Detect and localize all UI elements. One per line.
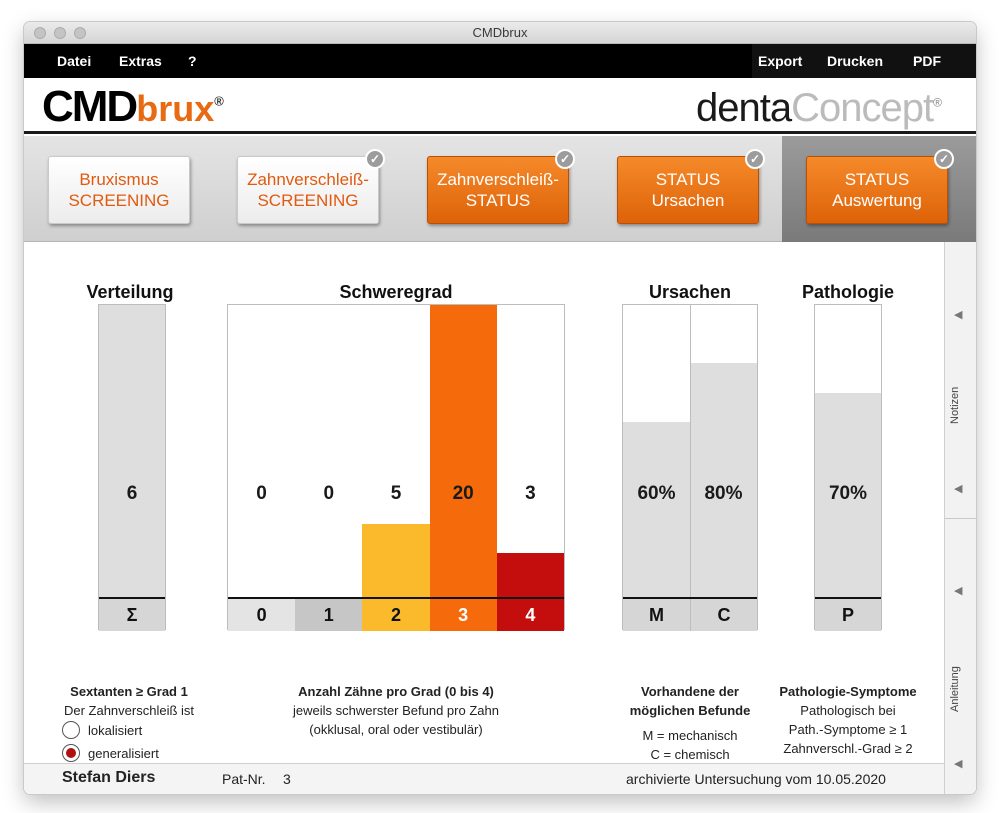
title-bar: CMDbrux: [24, 22, 976, 44]
export-button[interactable]: Export: [758, 53, 803, 69]
data-label: 6: [126, 483, 138, 504]
arrow-left-icon[interactable]: ◀: [954, 758, 963, 770]
tab-anleitung[interactable]: Anleitung: [949, 666, 961, 712]
chart-bar: [623, 422, 690, 597]
data-label: 70%: [828, 483, 868, 504]
check-icon: ✓: [745, 149, 765, 169]
ursachen-chart: 60% M 80% C: [622, 304, 758, 631]
arrow-left-icon[interactable]: ◀: [954, 483, 963, 495]
menu-bar: Datei Extras ? Export Drucken PDF: [24, 44, 976, 78]
patient-name: Stefan Diers: [62, 769, 156, 786]
data-label: 20: [452, 483, 474, 504]
data-label: 3: [525, 483, 536, 504]
menu-help[interactable]: ?: [188, 53, 197, 69]
dentaconcept-logo: dentaConcept®: [696, 86, 942, 130]
status-footer: Stefan Diers Pat-Nr. 3 archivierte Unter…: [24, 763, 944, 794]
category-label: M: [623, 599, 690, 631]
data-label: 0: [256, 483, 267, 504]
chart-bar: [362, 524, 430, 597]
check-icon: ✓: [555, 149, 575, 169]
module-tabs: Bruxismus SCREENING Zahnverschleiß- SCREEN…: [24, 136, 976, 242]
pdf-button[interactable]: PDF: [913, 53, 941, 69]
side-panel: ◀ Notizen ◀ ◀ Anleitung ◀: [944, 242, 976, 794]
tab-bruxismus-screening[interactable]: Bruxismus SCREENING: [48, 156, 190, 224]
tab-status-auswertung[interactable]: STATUS Auswertung ✓: [806, 149, 954, 224]
check-icon: ✓: [365, 149, 385, 169]
category-label: 3: [429, 599, 497, 631]
verteilung-title: Verteilung: [86, 282, 174, 302]
minimize-window-button[interactable]: [54, 27, 66, 39]
chart-bar: [496, 553, 564, 597]
pathologie-chart: 70% P: [814, 304, 882, 631]
cmdbrux-logo: CMDbrux®: [42, 82, 224, 131]
data-label: 60%: [637, 483, 676, 504]
category-label: 4: [496, 599, 564, 631]
ursachen-title: Ursachen: [648, 282, 732, 302]
menu-datei[interactable]: Datei: [57, 53, 92, 69]
category-label: 2: [362, 599, 430, 631]
menu-extras[interactable]: Extras: [119, 53, 162, 69]
evaluation-panel: Verteilung Schweregrad Ursachen Patholog…: [24, 242, 944, 762]
app-window: CMDbrux Datei Extras ? Export Drucken PD…: [24, 22, 976, 794]
print-button[interactable]: Drucken: [827, 53, 884, 69]
arrow-left-icon[interactable]: ◀: [954, 309, 963, 321]
category-label: 0: [228, 599, 296, 631]
arrow-left-icon[interactable]: ◀: [954, 585, 963, 597]
pathologie-title: Pathologie: [801, 282, 894, 302]
chart-bar: [690, 363, 757, 597]
data-label: 80%: [704, 483, 743, 504]
data-label: 0: [323, 483, 335, 504]
ursachen-caption: Vorhandene der möglichen Befunde M = mech…: [629, 684, 751, 762]
tab-zahnverschleiss-status[interactable]: Zahnverschleiß- STATUS ✓: [427, 149, 575, 224]
option-generalisiert[interactable]: generalisiert: [62, 744, 159, 762]
close-window-button[interactable]: [34, 27, 46, 39]
chart-bar: [99, 305, 165, 597]
tab-notizen[interactable]: Notizen: [949, 386, 961, 424]
zoom-window-button[interactable]: [74, 27, 86, 39]
data-label: 5: [390, 483, 402, 504]
logo-bar: CMDbrux® dentaConcept®: [24, 78, 976, 136]
window-title: CMDbrux: [472, 25, 528, 40]
pat-nr-value: 3: [283, 771, 291, 787]
category-label: C: [690, 599, 757, 631]
category-label: 1: [295, 599, 363, 631]
category-label: Σ: [99, 599, 165, 631]
schweregrad-title: Schweregrad: [339, 282, 453, 302]
radio-lokalisiert[interactable]: [62, 721, 80, 739]
chart-bar: [815, 393, 881, 597]
tab-status-ursachen[interactable]: STATUS Ursachen ✓: [617, 149, 765, 224]
check-icon: ✓: [934, 149, 954, 169]
tab-zahnverschleiss-screening[interactable]: Zahnverschleiß- SCREENING ✓: [237, 149, 385, 224]
chart-bar: [429, 305, 497, 597]
schweregrad-chart: 0 0 0 1 5 2 20 3 3 4: [227, 304, 565, 631]
verteilung-caption: Sextanten ≥ Grad 1 Der Zahnverschleiß ist: [63, 684, 195, 718]
option-lokalisiert[interactable]: lokalisiert: [62, 721, 142, 739]
category-label: P: [815, 599, 881, 631]
pathologie-caption: Pathologie-Symptome Pathologisch bei Path.…: [779, 684, 917, 756]
archive-info: archivierte Untersuchung vom 10.05.2020: [626, 771, 886, 787]
pat-nr-label: Pat-Nr.: [222, 771, 266, 787]
schweregrad-caption: Anzahl Zähne pro Grad (0 bis 4) jeweils s…: [293, 684, 499, 737]
radio-generalisiert[interactable]: [62, 744, 80, 762]
